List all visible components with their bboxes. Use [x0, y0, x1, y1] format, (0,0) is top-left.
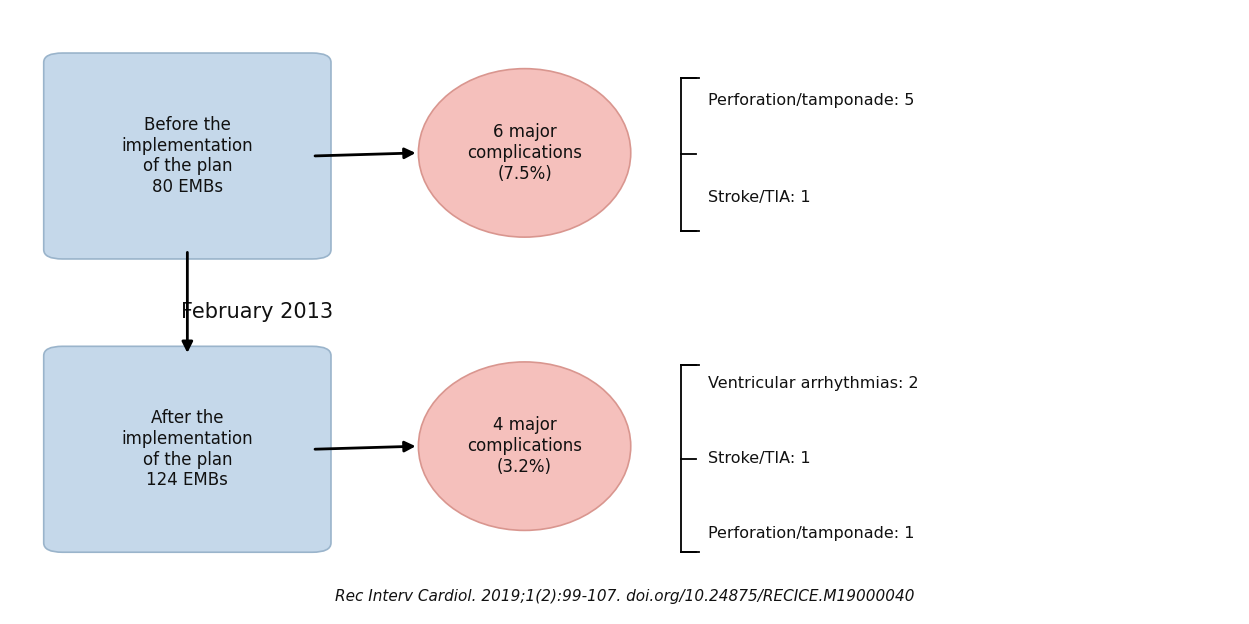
Ellipse shape	[418, 362, 631, 530]
Text: February 2013: February 2013	[181, 302, 333, 322]
Text: Stroke/TIA: 1: Stroke/TIA: 1	[708, 190, 811, 205]
Text: Perforation/tamponade: 5: Perforation/tamponade: 5	[708, 94, 914, 109]
Text: Stroke/TIA: 1: Stroke/TIA: 1	[708, 451, 811, 466]
Text: Ventricular arrhythmias: 2: Ventricular arrhythmias: 2	[708, 376, 919, 391]
Text: 6 major
complications
(7.5%): 6 major complications (7.5%)	[467, 123, 582, 183]
FancyBboxPatch shape	[44, 346, 331, 552]
Text: After the
implementation
of the plan
124 EMBs: After the implementation of the plan 124…	[121, 409, 254, 489]
Text: 4 major
complications
(3.2%): 4 major complications (3.2%)	[467, 416, 582, 476]
Text: Before the
implementation
of the plan
80 EMBs: Before the implementation of the plan 80…	[121, 116, 254, 196]
Text: Perforation/tamponade: 1: Perforation/tamponade: 1	[708, 526, 914, 541]
Ellipse shape	[418, 69, 631, 237]
FancyBboxPatch shape	[44, 53, 331, 259]
Text: Rec Interv Cardiol. 2019;1(2):99-107. doi.org/10.24875/RECICE.M19000040: Rec Interv Cardiol. 2019;1(2):99-107. do…	[335, 589, 914, 604]
